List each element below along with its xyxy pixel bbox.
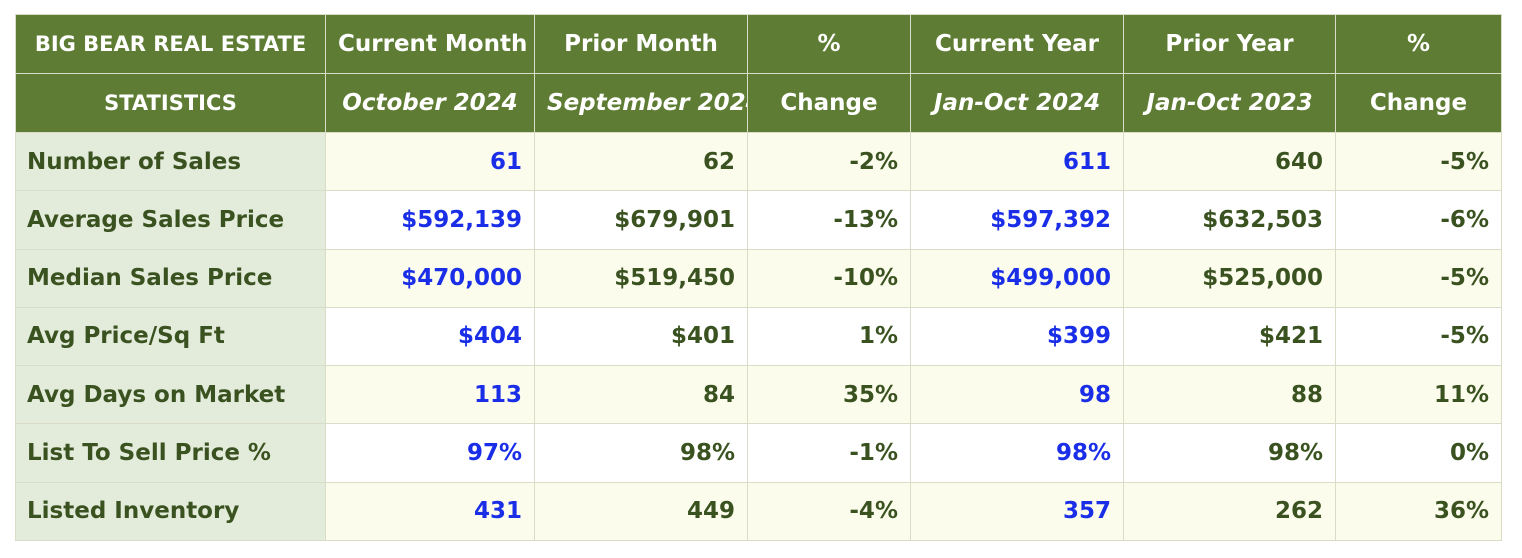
table-body: Number of Sales 61 62 -2% 611 640 -5% Average S… <box>15 131 1502 542</box>
cell-prior-year: 98% <box>1123 423 1336 483</box>
cell-current-year: $499,000 <box>910 248 1124 308</box>
cell-month-change: -2% <box>747 131 911 192</box>
cell-current-year: $597,392 <box>910 190 1124 250</box>
cell-prior-month: 98% <box>534 423 748 483</box>
cell-year-change: -6% <box>1335 190 1502 250</box>
cell-current-year: 357 <box>910 481 1124 542</box>
cell-current-month: 61 <box>325 131 535 192</box>
row-label: Median Sales Price <box>15 248 326 308</box>
cell-current-year: 98 <box>910 365 1124 425</box>
cell-prior-month: $401 <box>534 306 748 367</box>
table-row: Average Sales Price $592,139 $679,901 -13% $… <box>15 190 1502 250</box>
cell-current-month: 431 <box>325 481 535 542</box>
cell-prior-year: 262 <box>1123 481 1336 542</box>
cell-year-change: 36% <box>1335 481 1502 542</box>
col-prior-month-period: September 2024 <box>534 73 748 133</box>
cell-year-change: -5% <box>1335 306 1502 367</box>
row-label: Average Sales Price <box>15 190 326 250</box>
cell-current-year: 98% <box>910 423 1124 483</box>
col-prior-year-title: Prior Year <box>1123 14 1336 74</box>
cell-prior-year: $632,503 <box>1123 190 1336 250</box>
cell-month-change: 35% <box>747 365 911 425</box>
cell-prior-year: $421 <box>1123 306 1336 367</box>
cell-month-change: 1% <box>747 306 911 367</box>
cell-current-month: $404 <box>325 306 535 367</box>
table-row: Median Sales Price $470,000 $519,450 -10% $4… <box>15 248 1502 308</box>
table-row: Listed Inventory 431 449 -4% 357 262 36% <box>15 481 1502 542</box>
cell-current-month: 97% <box>325 423 535 483</box>
cell-prior-month: 449 <box>534 481 748 542</box>
statistics-table: BIG BEAR REAL ESTATE Current Month Prior… <box>15 14 1502 542</box>
col-current-year-period: Jan-Oct 2024 <box>910 73 1124 133</box>
cell-month-change: -13% <box>747 190 911 250</box>
cell-current-month: $470,000 <box>325 248 535 308</box>
header-row-1: BIG BEAR REAL ESTATE Current Month Prior… <box>15 14 1502 74</box>
corner-title-line2: STATISTICS <box>15 73 326 133</box>
col-prior-month-title: Prior Month <box>534 14 748 74</box>
cell-prior-month: 84 <box>534 365 748 425</box>
cell-month-change: -10% <box>747 248 911 308</box>
row-label: Avg Price/Sq Ft <box>15 306 326 367</box>
col-year-change-title: % <box>1335 14 1502 74</box>
cell-year-change: 11% <box>1335 365 1502 425</box>
corner-title-line1: BIG BEAR REAL ESTATE <box>15 14 326 74</box>
col-current-month-title: Current Month <box>325 14 535 74</box>
col-current-month-period: October 2024 <box>325 73 535 133</box>
cell-year-change: 0% <box>1335 423 1502 483</box>
cell-prior-year: $525,000 <box>1123 248 1336 308</box>
cell-prior-month: $679,901 <box>534 190 748 250</box>
header-row-2: STATISTICS October 2024 September 2024 C… <box>15 73 1502 133</box>
col-year-change-subtitle: Change <box>1335 73 1502 133</box>
cell-year-change: -5% <box>1335 248 1502 308</box>
cell-month-change: -1% <box>747 423 911 483</box>
table-row: Avg Days on Market 113 84 35% 98 88 11% <box>15 365 1502 425</box>
cell-prior-year: 88 <box>1123 365 1336 425</box>
row-label: Number of Sales <box>15 131 326 192</box>
col-prior-year-period: Jan-Oct 2023 <box>1123 73 1336 133</box>
col-month-change-title: % <box>747 14 911 74</box>
col-month-change-subtitle: Change <box>747 73 911 133</box>
table-row: Number of Sales 61 62 -2% 611 640 -5% <box>15 131 1502 192</box>
table-row: Avg Price/Sq Ft $404 $401 1% $399 $421 -5% <box>15 306 1502 367</box>
cell-month-change: -4% <box>747 481 911 542</box>
row-label: List To Sell Price % <box>15 423 326 483</box>
col-current-year-title: Current Year <box>910 14 1124 74</box>
row-label: Avg Days on Market <box>15 365 326 425</box>
row-label: Listed Inventory <box>15 481 326 542</box>
cell-current-month: 113 <box>325 365 535 425</box>
cell-prior-month: 62 <box>534 131 748 192</box>
cell-prior-month: $519,450 <box>534 248 748 308</box>
cell-current-month: $592,139 <box>325 190 535 250</box>
table-header: BIG BEAR REAL ESTATE Current Month Prior… <box>15 14 1502 133</box>
cell-prior-year: 640 <box>1123 131 1336 192</box>
cell-current-year: $399 <box>910 306 1124 367</box>
cell-year-change: -5% <box>1335 131 1502 192</box>
table-row: List To Sell Price % 97% 98% -1% 98% 98% 0% <box>15 423 1502 483</box>
cell-current-year: 611 <box>910 131 1124 192</box>
